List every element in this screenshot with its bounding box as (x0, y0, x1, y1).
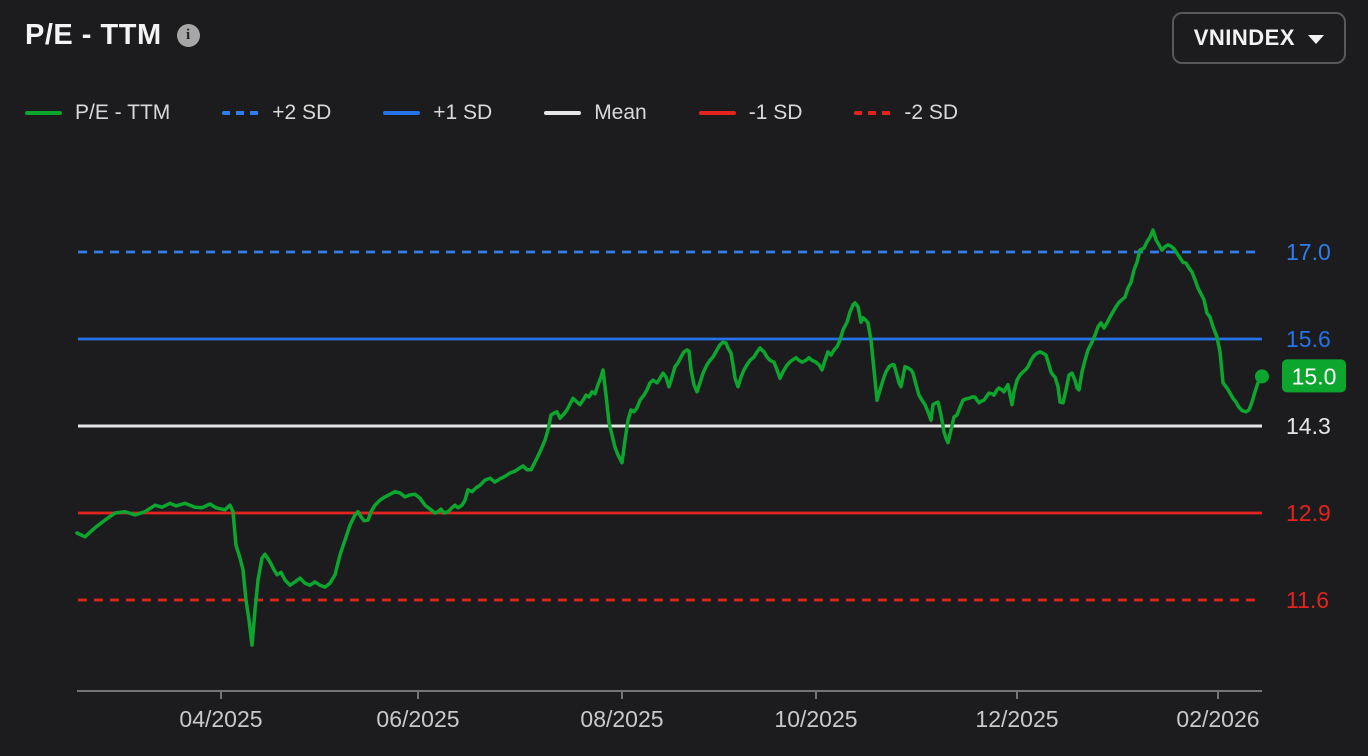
legend-item-2-sd[interactable]: +2 SD (222, 101, 331, 125)
legend-label-p-e-ttm: P/E - TTM (75, 101, 171, 124)
legend-label-1-sd: +1 SD (433, 101, 493, 124)
x-tick-label: 08/2025 (580, 706, 663, 732)
x-tick-label: 06/2025 (376, 706, 459, 732)
legend-swatch-2-sd (854, 111, 892, 115)
pe-line (75, 228, 1264, 647)
legend-label-2-sd: -2 SD (904, 101, 959, 124)
symbol-dropdown-label: VNINDEX (1193, 25, 1295, 50)
symbol-dropdown[interactable]: VNINDEX (1171, 12, 1346, 64)
title-wrap: P/E - TTM i (25, 19, 200, 52)
legend-item-p-e-ttm[interactable]: P/E - TTM (25, 101, 170, 125)
legend-swatch-1-sd (383, 111, 421, 115)
legend-item-1-sd[interactable]: -1 SD (698, 101, 803, 125)
sd-line-label-plus1sd: 15.6 (1286, 326, 1331, 352)
legend-item-1-sd[interactable]: +1 SD (383, 101, 492, 125)
legend-swatch-2-sd (222, 111, 260, 115)
legend-label-1-sd: -1 SD (748, 101, 803, 124)
info-icon[interactable]: i (176, 24, 200, 47)
legend-item-2-sd[interactable]: -2 SD (854, 101, 958, 125)
sd-line-label-plus2sd: 17.0 (1286, 239, 1331, 265)
sd-line-label-minus1sd: 12.9 (1286, 500, 1331, 526)
chevron-down-icon (1308, 35, 1324, 44)
legend-item-mean[interactable]: Mean (544, 101, 647, 125)
legend-swatch-mean (544, 111, 582, 115)
sd-line-label-minus2sd: 11.6 (1286, 587, 1329, 613)
legend: P/E - TTM +2 SD +1 SD Mean -1 SD -2 SD (25, 101, 958, 125)
legend-swatch-1-sd (698, 111, 736, 115)
header: P/E - TTM i VNINDEX (0, 0, 1368, 84)
x-tick-label: 12/2025 (975, 706, 1058, 732)
x-tick-label: 10/2025 (774, 706, 857, 732)
current-value-label: 15.0 (1292, 363, 1337, 389)
legend-swatch-p-e-ttm (25, 111, 62, 115)
sd-line-label-mean: 14.3 (1286, 413, 1331, 439)
last-point-marker (1255, 369, 1269, 384)
x-tick-label: 02/2026 (1176, 706, 1259, 732)
x-tick-label: 04/2025 (179, 706, 262, 732)
current-value-badge (1282, 359, 1346, 393)
legend-label-mean: Mean (594, 101, 647, 124)
legend-label-2-sd: +2 SD (272, 101, 332, 124)
page-title: P/E - TTM (25, 19, 162, 51)
